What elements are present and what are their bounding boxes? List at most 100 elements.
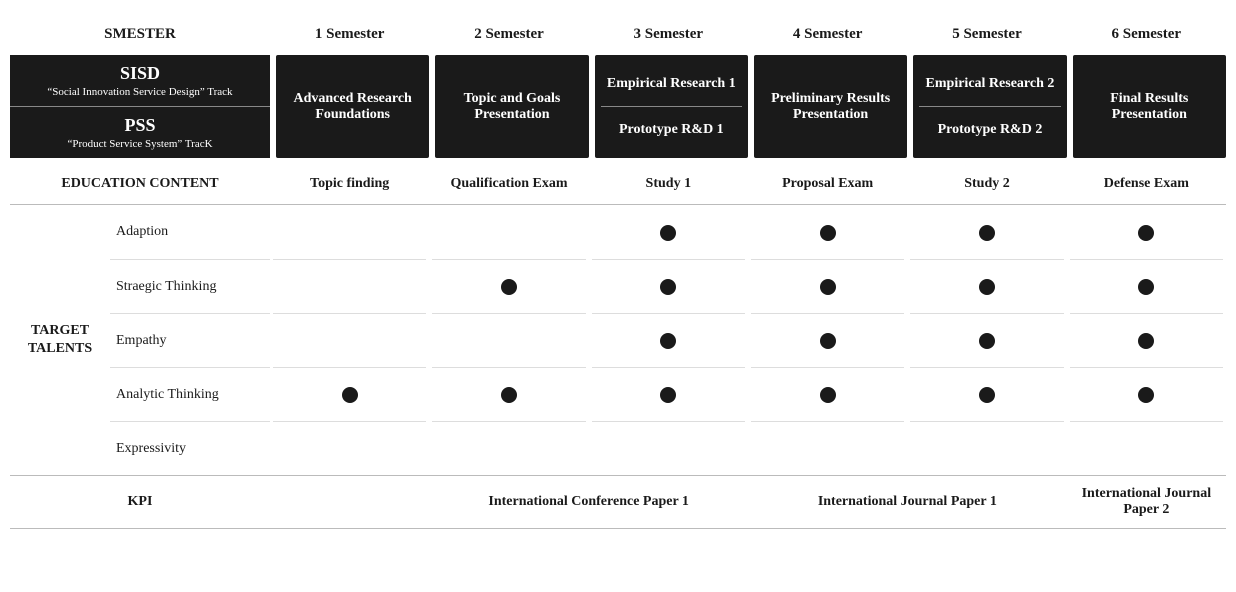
talent-cell: [432, 205, 585, 259]
education-cell: Defense Exam: [1067, 170, 1226, 198]
track-cell-6: Final Results Presentation: [1073, 55, 1226, 158]
talent-dot-icon: [979, 225, 995, 241]
track-pss-abbr: PSS: [16, 115, 264, 136]
track-sisd-abbr: SISD: [16, 63, 264, 84]
track-cell-top: Empirical Research 1: [607, 76, 736, 92]
talent-row: Empathy: [110, 313, 1226, 367]
talent-cell: [910, 367, 1063, 421]
kpi-cell: [270, 486, 429, 518]
talent-row: Expressivity: [110, 421, 1226, 475]
talent-cell: [751, 259, 904, 313]
talents-grid: AdaptionStraegic ThinkingEmpathyAnalytic…: [110, 205, 1226, 475]
track-label-column: SISD “Social Innovation Service Design” …: [10, 55, 270, 158]
semester-header-label: SMESTER: [10, 26, 270, 43]
track-cell-bottom: Prototype R&D 2: [938, 122, 1043, 138]
talent-cell: [1070, 313, 1223, 367]
track-cell-4: Preliminary Results Presentation: [754, 55, 907, 158]
education-cell: Topic finding: [270, 170, 429, 198]
talent-cell: [592, 367, 745, 421]
talent-dot-icon: [660, 333, 676, 349]
semester-header-cell: 4 Semester: [748, 26, 907, 43]
talent-label: Adaption: [110, 205, 270, 259]
kpi-row: KPI International Conference Paper 1Inte…: [10, 476, 1226, 529]
talent-dot-icon: [820, 333, 836, 349]
talent-dot-icon: [820, 225, 836, 241]
semester-header-cell: 5 Semester: [907, 26, 1066, 43]
track-cell-2: Topic and Goals Presentation: [435, 55, 588, 158]
track-cell-top: Empirical Research 2: [926, 76, 1055, 92]
education-cell: Study 2: [907, 170, 1066, 198]
education-cell: Study 1: [589, 170, 748, 198]
talent-cell: [1070, 367, 1223, 421]
talent-cell: [592, 205, 745, 259]
kpi-cell: International Conference Paper 1: [429, 486, 748, 518]
talent-row: Adaption: [110, 205, 1226, 259]
track-cell-bottom: Prototype R&D 1: [619, 122, 724, 138]
talent-label: Expressivity: [110, 421, 270, 475]
track-cell-text: Topic and Goals Presentation: [441, 91, 582, 123]
semester-header-cell: 3 Semester: [589, 26, 748, 43]
semester-header-cell: 2 Semester: [429, 26, 588, 43]
talent-cell: [1070, 421, 1223, 475]
talent-cell: [273, 259, 426, 313]
talent-row: Straegic Thinking: [110, 259, 1226, 313]
track-cell-text: Advanced Research Foundations: [282, 91, 423, 123]
talent-cell: [432, 367, 585, 421]
track-row: SISD “Social Innovation Service Design” …: [10, 55, 1226, 158]
talent-dot-icon: [342, 387, 358, 403]
talent-cell: [432, 421, 585, 475]
track-pss: PSS “Product Service System” TracK: [10, 106, 270, 158]
semester-header-row: SMESTER 1 Semester 2 Semester 3 Semester…: [10, 20, 1226, 49]
talent-cell: [910, 205, 1063, 259]
talent-dot-icon: [501, 387, 517, 403]
talent-dot-icon: [1138, 333, 1154, 349]
semester-header-cell: 1 Semester: [270, 26, 429, 43]
track-sisd: SISD “Social Innovation Service Design” …: [10, 55, 270, 106]
track-sisd-full: “Social Innovation Service Design” Track: [16, 86, 264, 98]
talent-cell: [910, 421, 1063, 475]
talent-cell: [751, 313, 904, 367]
talent-cell: [751, 367, 904, 421]
track-cell-1: Advanced Research Foundations: [276, 55, 429, 158]
talent-dot-icon: [979, 279, 995, 295]
talent-dot-icon: [660, 387, 676, 403]
track-cell-5: Empirical Research 2 Prototype R&D 2: [913, 55, 1066, 158]
track-cell-text: Preliminary Results Presentation: [760, 91, 901, 123]
talent-dot-icon: [1138, 225, 1154, 241]
talent-cell: [592, 259, 745, 313]
talent-cell: [1070, 259, 1223, 313]
talent-cell: [432, 259, 585, 313]
talent-cell: [273, 205, 426, 259]
talent-dot-icon: [501, 279, 517, 295]
talent-dot-icon: [1138, 279, 1154, 295]
talent-cell: [273, 421, 426, 475]
talent-cell: [592, 313, 745, 367]
track-cell-3: Empirical Research 1 Prototype R&D 1: [595, 55, 748, 158]
talent-dot-icon: [979, 387, 995, 403]
talents-block: TARGET TALENTS AdaptionStraegic Thinking…: [10, 204, 1226, 476]
talent-dot-icon: [820, 387, 836, 403]
kpi-label: KPI: [10, 494, 270, 510]
talent-label: Analytic Thinking: [110, 367, 270, 421]
education-cell: Qualification Exam: [429, 170, 588, 198]
talent-label: Empathy: [110, 313, 270, 367]
kpi-cell: International Journal Paper 2: [1067, 486, 1226, 518]
education-cell: Proposal Exam: [748, 170, 907, 198]
talent-dot-icon: [979, 333, 995, 349]
education-row: EDUCATION CONTENT Topic finding Qualific…: [10, 170, 1226, 198]
education-label: EDUCATION CONTENT: [10, 170, 270, 198]
talent-label: Straegic Thinking: [110, 259, 270, 313]
talent-dot-icon: [1138, 387, 1154, 403]
talent-cell: [592, 421, 745, 475]
track-pss-full: “Product Service System” TracK: [16, 138, 264, 150]
talent-cell: [910, 313, 1063, 367]
talent-cell: [751, 205, 904, 259]
talent-dot-icon: [660, 225, 676, 241]
talent-row: Analytic Thinking: [110, 367, 1226, 421]
track-cell-text: Final Results Presentation: [1079, 91, 1220, 123]
talent-dot-icon: [660, 279, 676, 295]
kpi-cell: International Journal Paper 1: [748, 486, 1067, 518]
talent-dot-icon: [820, 279, 836, 295]
kpi-cells: International Conference Paper 1Internat…: [270, 486, 1226, 518]
talent-cell: [910, 259, 1063, 313]
